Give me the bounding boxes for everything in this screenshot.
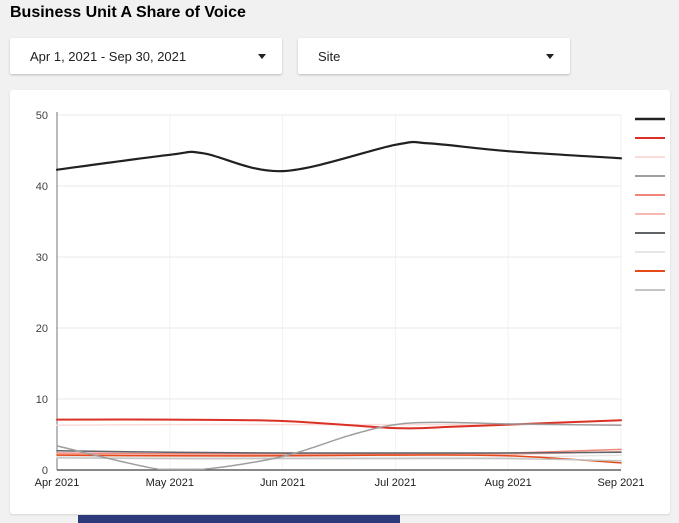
chevron-down-icon [546, 53, 554, 59]
x-tick-label: Jul 2021 [375, 477, 417, 489]
page-title: Business Unit A Share of Voice [10, 4, 246, 21]
line-series-7-dark-gray [56, 450, 622, 454]
line-series-1-black [55, 140, 623, 173]
x-tick-label: Sep 2021 [597, 477, 644, 489]
x-tick-label: Aug 2021 [485, 477, 532, 489]
line-series-10-light-gray [56, 457, 622, 462]
chevron-down-icon [258, 53, 266, 59]
date-range-label: Apr 1, 2021 - Sep 30, 2021 [30, 48, 187, 64]
x-tick-label: May 2021 [146, 477, 194, 489]
share-of-voice-line-chart: 0 10 20 30 40 50 Apr 2021 May 2021 Jun 2021 Jul 2… [35, 110, 665, 489]
x-tick-label: Apr 2021 [35, 477, 80, 489]
y-tick-label: 10 [36, 394, 48, 406]
bottom-navy-bar [78, 515, 400, 523]
line-series-4-gray [56, 421, 622, 471]
y-tick-label: 30 [36, 252, 48, 264]
line-series-2-red [56, 418, 622, 430]
chart-card: 0 10 20 30 40 50 Apr 2021 May 2021 Jun 2021 Jul 2… [10, 90, 670, 514]
y-tick-label: 20 [36, 323, 48, 335]
line-series-9-orange-red [56, 454, 622, 464]
y-tick-label: 0 [42, 465, 48, 477]
y-tick-label: 50 [36, 110, 48, 122]
filter-bar: Apr 1, 2021 - Sep 30, 2021 Site [0, 38, 679, 74]
site-dropdown[interactable]: Site [298, 38, 570, 74]
site-label: Site [318, 48, 341, 64]
y-tick-label: 40 [36, 181, 48, 193]
date-range-dropdown[interactable]: Apr 1, 2021 - Sep 30, 2021 [10, 38, 282, 74]
x-tick-label: Jun 2021 [260, 477, 305, 489]
